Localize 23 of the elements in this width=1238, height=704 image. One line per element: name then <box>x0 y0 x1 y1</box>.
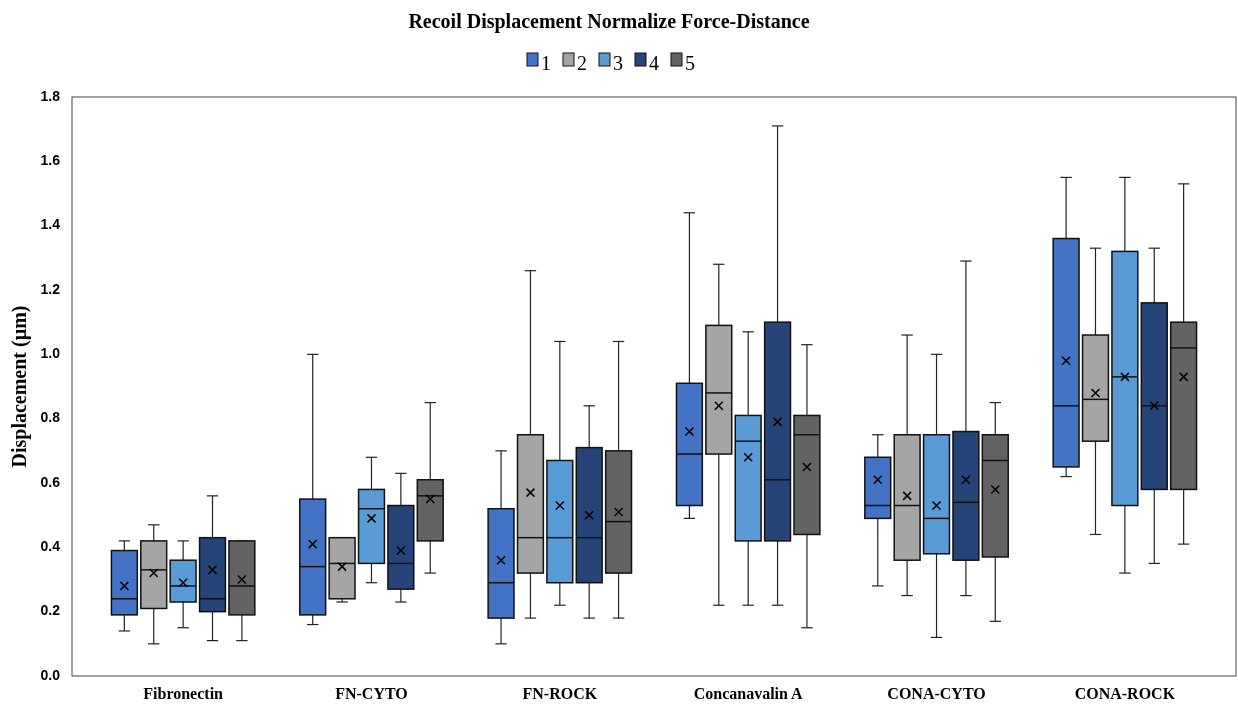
x-tick-label: CONA-CYTO <box>887 685 986 702</box>
y-tick-label: 0.2 <box>40 602 61 619</box>
y-tick-label: 1.8 <box>40 87 61 104</box>
y-tick-label: 0.6 <box>40 473 61 490</box>
y-tick-label: 1.0 <box>40 345 61 362</box>
x-tick-label: FN-CYTO <box>335 685 408 702</box>
x-tick-label: Fibronectin <box>143 685 224 702</box>
legend-label: 1 <box>541 51 551 74</box>
legend-label: 3 <box>613 51 623 74</box>
y-tick-label: 1.6 <box>40 152 61 169</box>
y-tick-label: 0.8 <box>40 409 61 426</box>
legend-label: 2 <box>577 51 587 74</box>
x-tick-label: CONA-ROCK <box>1074 685 1176 702</box>
x-tick-label: FN-ROCK <box>522 685 598 702</box>
x-tick-label: Concanavalin A <box>693 685 804 702</box>
legend-label: 5 <box>685 51 695 74</box>
y-tick-label: 0.0 <box>40 666 61 683</box>
y-tick-label: 0.4 <box>40 538 61 555</box>
y-tick-label: 1.4 <box>40 216 61 233</box>
y-axis-title: Displacement (µm) <box>8 305 31 468</box>
legend-label: 4 <box>649 51 659 74</box>
chart-title: Recoil Displacement Normalize Force-Distance <box>408 10 810 33</box>
y-tick-label: 1.2 <box>40 280 61 297</box>
